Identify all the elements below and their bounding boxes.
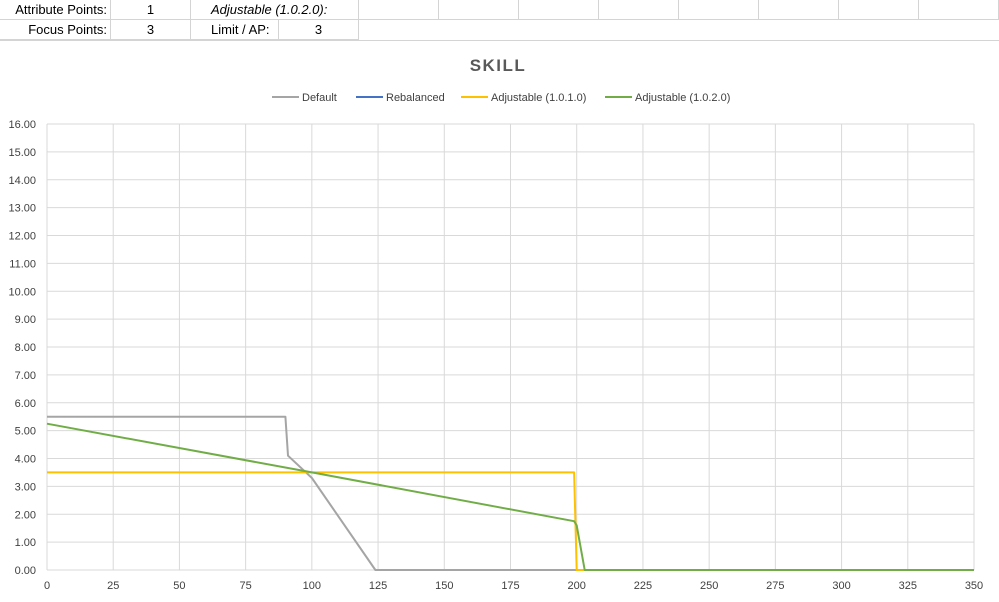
x-tick-label: 75 <box>240 580 252 592</box>
focus-points-value[interactable]: 3 <box>111 20 191 40</box>
y-tick-label: 4.00 <box>15 454 36 466</box>
limit-per-ap-value[interactable]: 3 <box>279 20 359 40</box>
y-tick-label: 5.00 <box>15 426 36 438</box>
limit-per-ap-label[interactable]: Limit / AP: <box>191 20 279 40</box>
legend-entry: Rebalanced <box>356 92 445 104</box>
empty-cell[interactable] <box>919 0 999 20</box>
legend-entry: Adjustable (1.0.1.0) <box>461 92 586 104</box>
chart-title: SKILL <box>470 56 527 75</box>
attribute-points-label[interactable]: Attribute Points: <box>0 0 111 20</box>
x-tick-label: 175 <box>501 580 519 592</box>
y-tick-label: 11.00 <box>9 258 36 270</box>
x-tick-label: 100 <box>303 580 321 592</box>
x-axis-tick-labels: 0 25 50 75 100 125 150 175 200 225 250 275 300 325 350 <box>44 580 983 592</box>
empty-cell[interactable] <box>439 0 519 20</box>
empty-cell[interactable] <box>759 0 839 20</box>
chart-series-lines <box>46 415 974 571</box>
empty-cell[interactable] <box>599 0 679 20</box>
x-tick-label: 225 <box>634 580 652 592</box>
attribute-points-value[interactable]: 1 <box>111 0 191 20</box>
x-tick-label: 350 <box>965 580 983 592</box>
focus-points-label[interactable]: Focus Points: <box>0 20 111 40</box>
legend-label: Adjustable (1.0.2.0) <box>635 92 730 104</box>
y-axis-tick-labels: 0.00 1.00 2.00 3.00 4.00 5.00 6.00 7.00 8.00 9.00… <box>8 119 36 577</box>
y-tick-label: 13.00 <box>8 203 36 215</box>
legend-entry: Adjustable (1.0.2.0) <box>605 92 730 104</box>
y-tick-label: 6.00 <box>15 398 36 410</box>
y-tick-label: 10.00 <box>8 286 36 298</box>
x-tick-label: 325 <box>899 580 917 592</box>
x-tick-label: 250 <box>700 580 718 592</box>
x-tick-label: 150 <box>435 580 453 592</box>
x-tick-label: 50 <box>173 580 185 592</box>
chart-gridlines <box>46 123 975 571</box>
x-tick-label: 200 <box>568 580 586 592</box>
legend-entry: Default <box>272 92 337 104</box>
spreadsheet-header: Attribute Points: 1 Adjustable (1.0.2.0)… <box>0 0 999 40</box>
adjustable-version-label[interactable]: Adjustable (1.0.2.0): <box>191 0 359 20</box>
skill-line-chart: SKILL Default Rebalanced Adjustable (1.0.1… <box>8 56 983 592</box>
chart-legend: Default Rebalanced Adjustable (1.0.1.0) Adj… <box>272 92 730 104</box>
y-tick-label: 8.00 <box>15 342 36 354</box>
y-tick-label: 9.00 <box>15 314 36 326</box>
x-tick-label: 275 <box>766 580 784 592</box>
x-tick-label: 125 <box>369 580 387 592</box>
y-tick-label: 0.00 <box>15 565 36 577</box>
x-tick-label: 0 <box>44 580 50 592</box>
y-tick-label: 16.00 <box>8 119 36 131</box>
empty-cell[interactable] <box>679 0 759 20</box>
empty-cell[interactable] <box>839 0 919 20</box>
x-tick-label: 25 <box>107 580 119 592</box>
y-tick-label: 7.00 <box>15 370 36 382</box>
series-line-default <box>47 415 974 571</box>
y-tick-label: 1.00 <box>15 537 36 549</box>
legend-label: Rebalanced <box>386 92 445 104</box>
empty-cell[interactable] <box>519 0 599 20</box>
chart-area[interactable]: SKILL Default Rebalanced Adjustable (1.0.1… <box>0 40 999 601</box>
y-tick-label: 12.00 <box>8 231 36 243</box>
legend-label: Default <box>302 92 337 104</box>
y-tick-label: 3.00 <box>15 481 36 493</box>
legend-label: Adjustable (1.0.1.0) <box>491 92 586 104</box>
y-tick-label: 2.00 <box>15 509 36 521</box>
series-line-adjustable-1-0-2-0 <box>46 422 974 571</box>
y-tick-label: 14.00 <box>8 175 36 187</box>
y-tick-label: 15.00 <box>8 147 36 159</box>
empty-cell[interactable] <box>359 0 439 20</box>
x-tick-label: 300 <box>832 580 850 592</box>
